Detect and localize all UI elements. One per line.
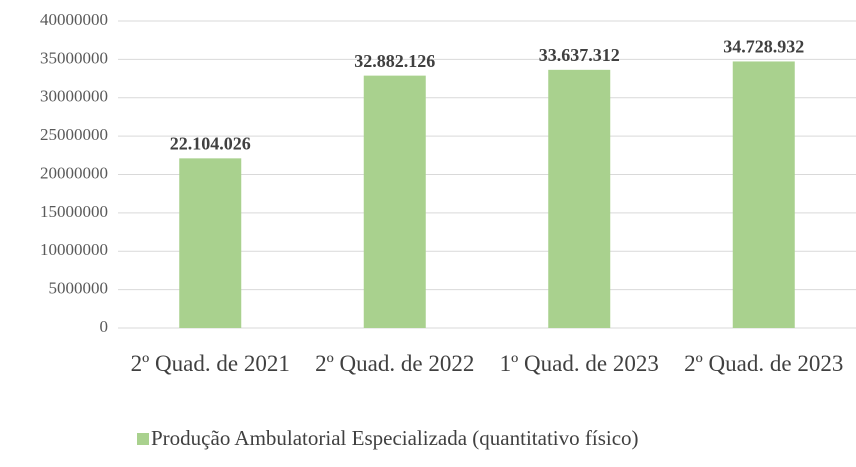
data-label: 33.637.312 bbox=[539, 45, 620, 65]
bar bbox=[548, 69, 611, 329]
y-tick-label: 20000000 bbox=[40, 163, 108, 182]
y-tick-label: 5000000 bbox=[49, 279, 109, 298]
bar bbox=[732, 61, 795, 329]
y-tick-label: 15000000 bbox=[40, 202, 108, 221]
bar bbox=[363, 75, 426, 328]
y-tick-label: 0 bbox=[100, 317, 109, 336]
y-tick-label: 35000000 bbox=[40, 48, 108, 67]
data-label: 34.728.932 bbox=[723, 37, 804, 57]
x-tick-label: 1º Quad. de 2023 bbox=[499, 351, 659, 376]
y-tick-label: 25000000 bbox=[40, 125, 108, 144]
x-tick-label: 2º Quad. de 2021 bbox=[130, 351, 290, 376]
data-label: 32.882.126 bbox=[354, 51, 435, 71]
x-tick-label: 2º Quad. de 2023 bbox=[684, 351, 844, 376]
y-tick-label: 30000000 bbox=[40, 87, 108, 106]
bar bbox=[179, 158, 242, 328]
y-tick-label: 10000000 bbox=[40, 240, 108, 259]
x-tick-label: 2º Quad. de 2022 bbox=[315, 351, 475, 376]
legend-label: Produção Ambulatorial Especializada (qua… bbox=[151, 426, 639, 450]
y-tick-label: 40000000 bbox=[40, 10, 108, 29]
legend-swatch bbox=[137, 433, 149, 445]
data-label: 22.104.026 bbox=[170, 133, 251, 153]
